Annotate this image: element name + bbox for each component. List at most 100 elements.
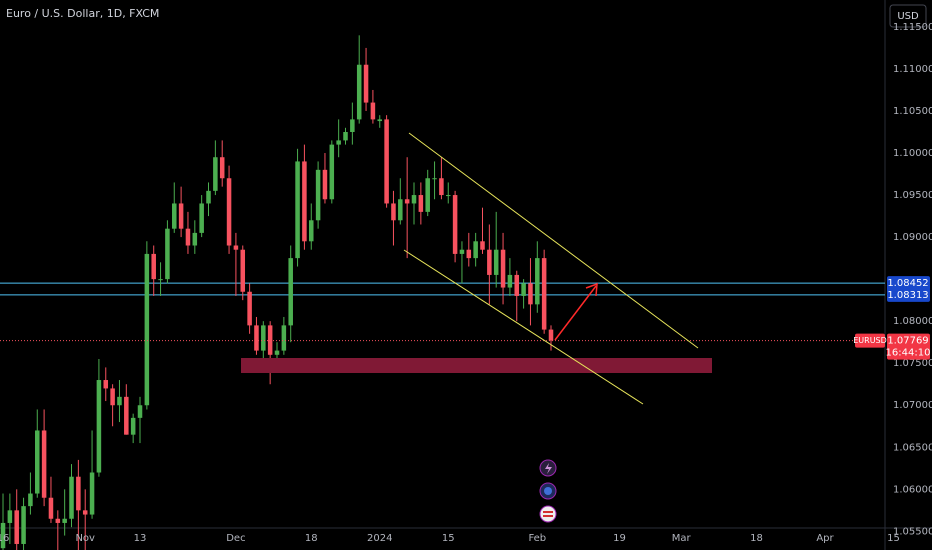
support-zone[interactable] — [241, 358, 712, 373]
candle-body — [62, 518, 67, 523]
y-tick-label: 1.06500 — [893, 442, 932, 453]
candle-body — [76, 476, 81, 511]
candle-body — [226, 178, 232, 246]
candle-body — [377, 119, 383, 122]
y-tick-label: 1.10500 — [893, 106, 932, 117]
candle-body — [452, 195, 458, 254]
candle-body — [130, 417, 136, 435]
candle-body — [69, 476, 74, 519]
event-icons — [539, 459, 557, 523]
candle-body — [96, 380, 102, 473]
candle-body — [288, 258, 293, 326]
candle-body — [171, 203, 177, 229]
price-line-label-box — [887, 276, 930, 291]
countdown-label: 16:44:10 — [886, 348, 931, 359]
candle-body — [384, 119, 389, 204]
y-tick-label: 1.11000 — [893, 64, 932, 75]
y-tick-label: 1.05500 — [893, 526, 932, 537]
arrow-shaft[interactable] — [554, 285, 597, 341]
last-price-label: 1.07769 — [887, 336, 928, 347]
y-tick-label: 1.08000 — [893, 316, 932, 327]
x-tick-label: 18 — [305, 533, 318, 544]
candle-body — [370, 102, 376, 120]
candle-body — [151, 253, 156, 280]
candle-body — [144, 253, 150, 406]
candle-body — [137, 405, 143, 418]
candle-body — [521, 283, 526, 296]
chart-title: Euro / U.S. Dollar, 1D, FXCM — [6, 7, 159, 20]
x-tick-label: Apr — [816, 533, 834, 544]
y-tick-label: 1.07000 — [893, 400, 932, 411]
candle-body — [315, 169, 321, 221]
candle-body — [398, 199, 403, 221]
x-tick-label: Feb — [528, 533, 546, 544]
candle-body — [55, 518, 61, 523]
price-line-label: 1.08452 — [887, 278, 928, 289]
candle-body — [185, 228, 191, 246]
candle-body — [240, 249, 246, 292]
candle-body — [308, 220, 314, 242]
arrow-head — [585, 282, 598, 297]
price-line-label: 1.08313 — [887, 290, 928, 301]
currency-label[interactable]: USD — [897, 11, 919, 22]
event-icon[interactable] — [539, 505, 557, 523]
candle-body — [254, 325, 259, 351]
candle-body — [124, 396, 129, 435]
candle-body — [480, 241, 485, 250]
candle-body — [233, 245, 239, 250]
candle-body — [192, 232, 198, 246]
candle-body — [117, 396, 122, 406]
candle-body — [158, 279, 163, 281]
candle-body — [445, 195, 451, 197]
y-tick-label: 1.06000 — [893, 484, 932, 495]
candle-body — [302, 161, 307, 242]
candle-body — [48, 497, 54, 519]
y-tick-label: 1.09000 — [893, 232, 932, 243]
candle-body — [295, 161, 300, 259]
candle-body — [35, 430, 40, 494]
candle-body — [459, 249, 465, 254]
x-tick-label: 15 — [442, 533, 455, 544]
candle-body — [41, 430, 47, 498]
candle-body — [199, 203, 204, 233]
x-tick-label: Nov — [75, 533, 95, 544]
candle-body — [281, 325, 287, 351]
candle-body — [493, 249, 499, 275]
candle-body — [548, 329, 554, 341]
candle-body — [418, 195, 424, 212]
event-icon-glyph — [544, 487, 552, 495]
candle-body — [28, 493, 33, 507]
y-tick-label: 1.10000 — [893, 148, 932, 159]
channel-upper-line[interactable] — [408, 132, 699, 349]
candle-body — [82, 510, 88, 515]
candle-body — [89, 472, 95, 515]
x-tick-label: 2024 — [367, 533, 392, 544]
candle-body — [356, 64, 362, 120]
candle-body — [507, 274, 513, 288]
channel-lower-line[interactable] — [403, 249, 644, 405]
candle-body — [425, 178, 430, 212]
x-tick-label: Mar — [672, 533, 692, 544]
symbol-label-box — [855, 333, 885, 348]
candle-body — [404, 199, 410, 204]
candle-body — [528, 283, 533, 305]
candle-body — [213, 157, 218, 191]
candle-body — [466, 249, 472, 259]
candle-body — [329, 144, 335, 200]
candle-body — [7, 510, 13, 523]
event-icon-glyph — [543, 515, 553, 517]
candle-body — [432, 178, 437, 180]
candle-body — [219, 157, 225, 179]
candle-body — [343, 132, 348, 141]
candle-body — [14, 510, 19, 544]
candle-body — [535, 258, 540, 305]
event-icon-glyph — [545, 463, 552, 474]
candle-body — [363, 64, 369, 103]
candle-body — [21, 506, 26, 544]
x-tick-label: 18 — [750, 533, 763, 544]
currency-button[interactable] — [889, 4, 927, 28]
candle-body — [267, 325, 273, 355]
candle-body — [350, 119, 355, 132]
